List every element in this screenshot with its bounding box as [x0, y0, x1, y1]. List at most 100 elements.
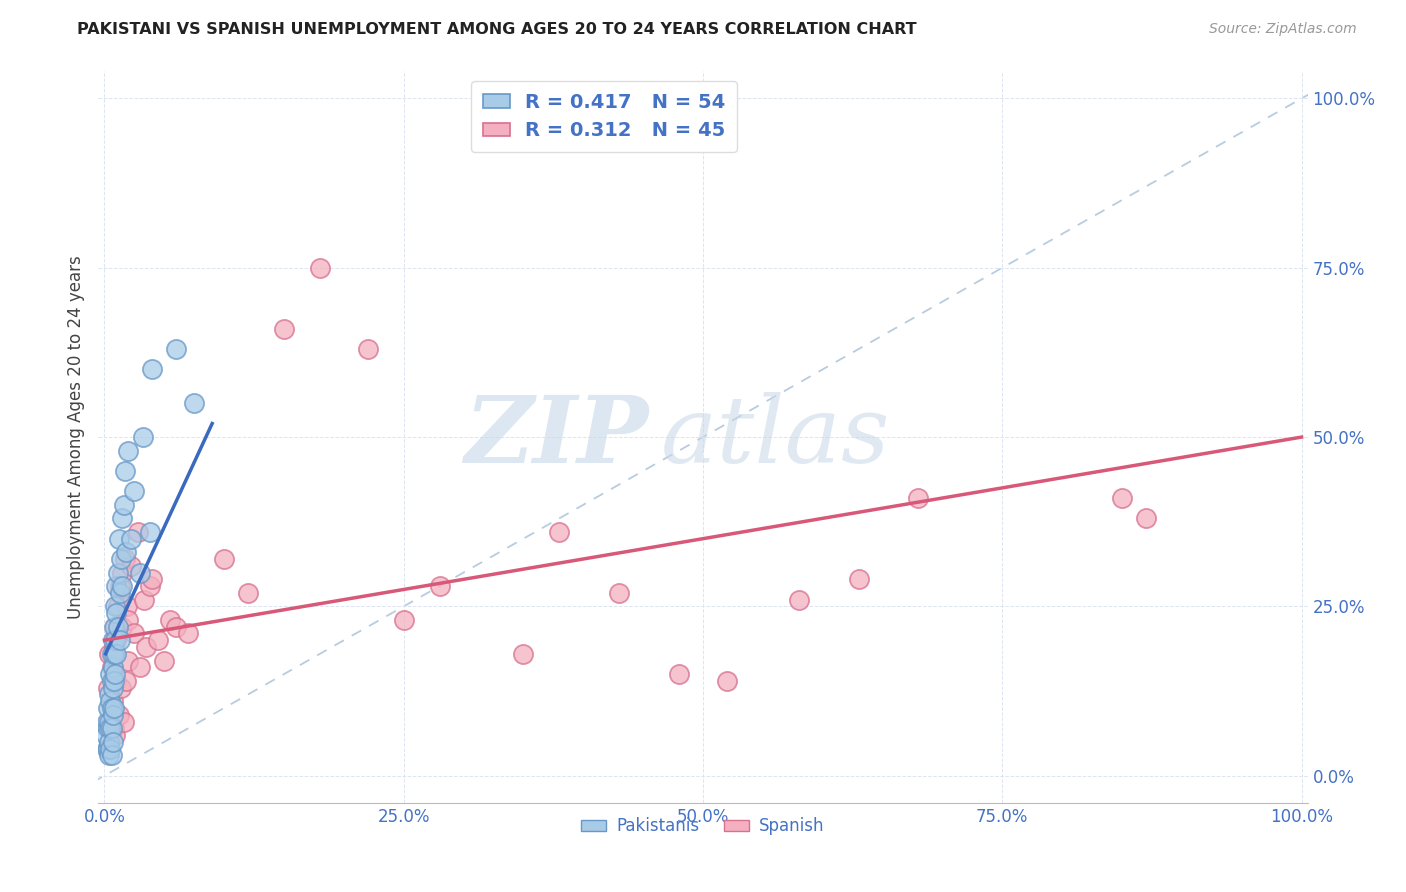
Text: atlas: atlas: [661, 392, 890, 482]
Point: [115, 545, 138, 559]
Point: [512, 647, 534, 661]
Point: [98, 714, 121, 729]
Point: [139, 579, 162, 593]
Point: [105, 633, 128, 648]
Point: [117, 443, 139, 458]
Point: [96, 714, 118, 729]
Point: [98, 688, 121, 702]
Point: [100, 667, 122, 681]
Point: [100, 694, 122, 708]
Point: [668, 667, 690, 681]
Point: [357, 342, 380, 356]
Point: [183, 396, 205, 410]
Point: [165, 620, 187, 634]
Point: [392, 613, 415, 627]
Point: [97, 721, 120, 735]
Point: [112, 498, 135, 512]
Point: [104, 633, 127, 648]
Point: [105, 647, 128, 661]
Point: [100, 721, 122, 735]
Point: [114, 464, 136, 478]
Point: [94, 728, 117, 742]
Point: [100, 701, 122, 715]
Point: [100, 673, 122, 688]
Point: [148, 633, 170, 648]
Point: [132, 592, 155, 607]
Point: [117, 654, 139, 668]
Point: [607, 586, 630, 600]
Point: [100, 721, 122, 735]
Point: [114, 552, 136, 566]
Point: [96, 741, 118, 756]
Point: [103, 701, 125, 715]
Point: [98, 647, 121, 661]
Point: [105, 606, 128, 620]
Text: ZIP: ZIP: [464, 392, 648, 482]
Point: [907, 491, 929, 505]
Point: [100, 741, 122, 756]
Point: [104, 599, 127, 614]
Point: [101, 707, 124, 722]
Point: [101, 681, 124, 695]
Point: [100, 660, 122, 674]
Point: [117, 613, 139, 627]
Point: [107, 599, 129, 614]
Point: [548, 524, 571, 539]
Point: [141, 362, 163, 376]
Point: [236, 586, 259, 600]
Point: [120, 558, 142, 573]
Point: [1135, 511, 1157, 525]
Point: [787, 592, 810, 607]
Point: [104, 667, 127, 681]
Point: [111, 620, 134, 634]
Point: [165, 342, 187, 356]
Point: [1111, 491, 1133, 505]
Point: [716, 673, 738, 688]
Point: [103, 721, 125, 735]
Point: [429, 579, 451, 593]
Point: [129, 566, 152, 580]
Point: [100, 748, 122, 763]
Point: [101, 694, 124, 708]
Point: [129, 660, 152, 674]
Point: [103, 640, 125, 654]
Point: [97, 741, 120, 756]
Text: PAKISTANI VS SPANISH UNEMPLOYMENT AMONG AGES 20 TO 24 YEARS CORRELATION CHART: PAKISTANI VS SPANISH UNEMPLOYMENT AMONG …: [77, 22, 917, 37]
Point: [103, 673, 125, 688]
Point: [309, 260, 332, 275]
Point: [273, 322, 295, 336]
Point: [108, 586, 131, 600]
Point: [97, 681, 120, 695]
Point: [132, 430, 155, 444]
Legend: Pakistanis, Spanish: Pakistanis, Spanish: [575, 811, 831, 842]
Point: [153, 654, 176, 668]
Point: [120, 532, 142, 546]
Point: [103, 647, 125, 661]
Point: [177, 626, 200, 640]
Point: [101, 660, 124, 674]
Point: [127, 524, 149, 539]
Point: [100, 714, 122, 729]
Point: [107, 566, 129, 580]
Point: [141, 572, 163, 586]
Point: [107, 532, 129, 546]
Point: [135, 640, 157, 654]
Point: [97, 701, 120, 715]
Point: [108, 579, 131, 593]
Point: [111, 566, 134, 580]
Point: [111, 579, 134, 593]
Point: [101, 735, 124, 749]
Point: [110, 681, 132, 695]
Y-axis label: Unemployment Among Ages 20 to 24 years: Unemployment Among Ages 20 to 24 years: [66, 255, 84, 619]
Point: [105, 673, 128, 688]
Point: [115, 673, 138, 688]
Point: [112, 714, 135, 729]
Point: [98, 735, 121, 749]
Point: [139, 524, 162, 539]
Point: [107, 620, 129, 634]
Point: [104, 620, 127, 634]
Point: [159, 613, 181, 627]
Point: [115, 599, 138, 614]
Point: [105, 579, 128, 593]
Point: [98, 748, 121, 763]
